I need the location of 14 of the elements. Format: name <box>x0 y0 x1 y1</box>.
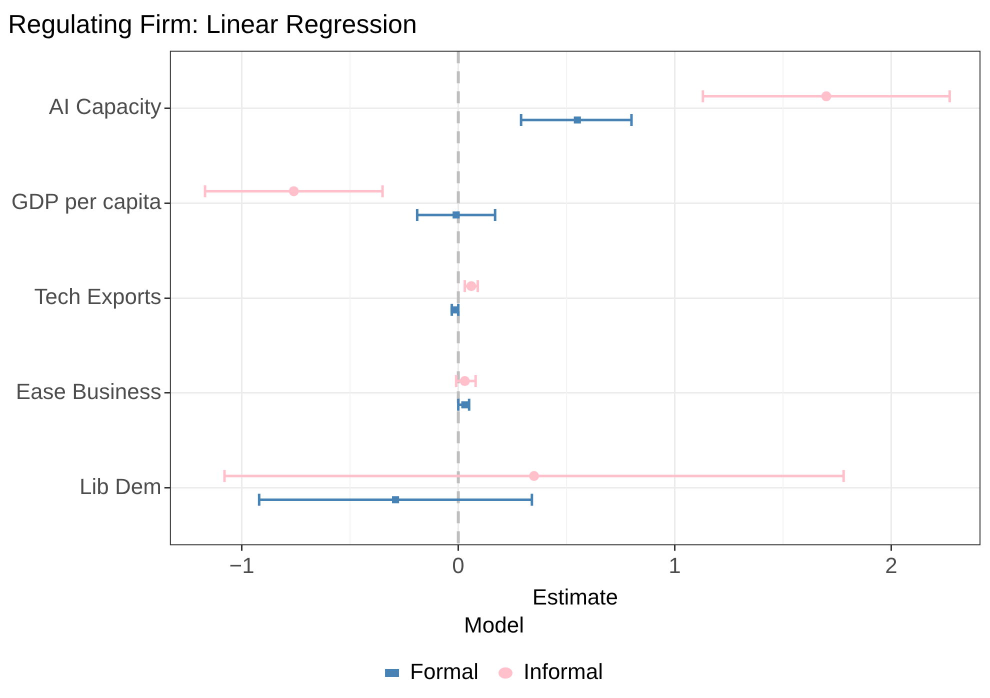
y-tick-label: Ease Business <box>16 378 162 404</box>
x-tick-label: 1 <box>668 553 681 578</box>
legend-label: Informal <box>523 659 603 684</box>
x-tick-label: −1 <box>229 553 254 578</box>
y-tick-label: GDP per capita <box>11 189 162 214</box>
x-axis-title: Estimate <box>532 584 618 610</box>
legend-label: Formal <box>410 659 478 684</box>
y-tick-label: Tech Exports <box>34 284 162 310</box>
x-tick-label: 2 <box>885 553 898 578</box>
y-tick-label: AI Capacity <box>48 94 162 120</box>
chart-title: Regulating Firm: Linear Regression <box>8 8 417 39</box>
y-tick-label: Lib Dem <box>79 474 162 499</box>
x-tick-label: 0 <box>452 553 464 578</box>
legend-title: Model <box>464 612 524 638</box>
